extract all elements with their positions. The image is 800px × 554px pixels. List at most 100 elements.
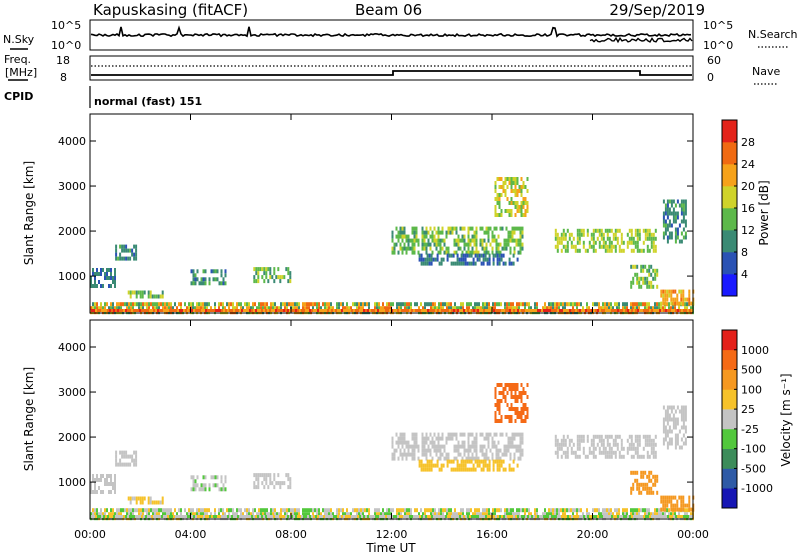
heatmap-cell	[642, 446, 645, 451]
heatmap-cell	[405, 456, 408, 461]
heatmap-cell	[246, 302, 248, 307]
heatmap-cell	[445, 309, 447, 312]
heatmap-cell	[264, 512, 266, 517]
heatmap-cell	[514, 205, 517, 209]
heatmap-cell	[515, 432, 518, 437]
heatmap-cell	[290, 508, 292, 513]
heatmap-cell	[261, 309, 263, 312]
heatmap-cell	[662, 306, 664, 311]
heatmap-cell	[446, 253, 449, 258]
heatmap-cell	[519, 440, 522, 445]
heatmap-cell	[346, 516, 348, 521]
heatmap-cell	[471, 456, 474, 461]
heatmap-cell	[576, 228, 579, 233]
heatmap-cell	[579, 515, 581, 518]
heatmap-cell	[496, 177, 499, 181]
heatmap-cell	[600, 228, 603, 233]
heatmap-cell	[636, 244, 639, 249]
heatmap-cell	[253, 515, 255, 518]
heatmap-cell	[465, 448, 468, 453]
heatmap-cell	[258, 306, 260, 311]
heatmap-cell	[475, 234, 478, 239]
heatmap-cell	[131, 309, 133, 312]
heatmap-cell	[397, 444, 400, 449]
heatmap-cell	[684, 235, 687, 240]
heatmap-cell	[281, 275, 284, 280]
heatmap-cell	[626, 306, 628, 311]
heatmap-cell	[311, 515, 313, 518]
heatmap-cell	[504, 395, 507, 399]
heatmap-cell	[424, 261, 427, 266]
heatmap-cell	[486, 516, 488, 521]
heatmap-cell	[493, 432, 496, 437]
heatmap-cell	[634, 438, 637, 443]
heatmap-cell	[294, 310, 296, 315]
heatmap-cell	[682, 495, 685, 500]
heatmap-cell	[430, 302, 432, 307]
heatmap-cell	[498, 253, 501, 258]
heatmap-cell	[580, 438, 583, 443]
heatmap-cell	[445, 250, 448, 255]
heatmap-cell	[409, 515, 411, 518]
heatmap-cell	[210, 475, 213, 480]
heatmap-cell	[690, 306, 692, 311]
heatmap-cell	[211, 515, 213, 518]
heatmap-cell	[498, 193, 501, 197]
heatmap-cell	[188, 302, 190, 307]
heatmap-cell	[589, 309, 591, 312]
heatmap-cell	[676, 421, 679, 426]
heatmap-cell	[522, 508, 524, 513]
heatmap-cell	[670, 297, 673, 302]
heatmap-cell	[630, 284, 633, 289]
heatmap-cell	[305, 309, 307, 312]
heatmap-cell	[164, 516, 166, 521]
heatmap-cell	[581, 309, 583, 312]
heatmap-cell	[630, 228, 633, 233]
heatmap-cell	[616, 310, 618, 315]
heatmap-cell	[690, 507, 693, 512]
heatmap-cell	[175, 515, 177, 518]
heatmap-cell	[424, 467, 427, 472]
heatmap-cell	[118, 516, 120, 521]
heatmap-cell	[421, 309, 423, 312]
heatmap-cell	[295, 309, 297, 312]
heatmap-cell	[156, 508, 158, 513]
heatmap-cell	[513, 238, 516, 243]
heatmap-cell	[570, 302, 572, 307]
heatmap-cell	[126, 512, 128, 517]
heatmap-cell	[115, 515, 117, 518]
heatmap-cell	[304, 310, 306, 315]
heatmap-cell	[407, 440, 410, 445]
heatmap-cell	[560, 446, 563, 451]
heatmap-cell	[448, 516, 450, 521]
heatmap-cell	[526, 209, 529, 213]
heatmap-cell	[510, 177, 513, 181]
heatmap-cell	[684, 508, 686, 513]
heatmap-cell	[547, 515, 549, 518]
heatmap-cell	[267, 473, 270, 478]
heatmap-cell	[132, 516, 134, 521]
heatmap-cell	[455, 448, 458, 453]
heatmap-cell	[263, 279, 266, 284]
heatmap-cell	[236, 302, 238, 307]
heatmap-cell	[361, 309, 363, 312]
heatmap-cell	[289, 481, 292, 486]
heatmap-cell	[139, 515, 141, 518]
heatmap-cell	[554, 438, 557, 443]
heatmap-cell	[468, 261, 471, 266]
heatmap-cell	[96, 310, 98, 315]
heatmap-cell	[552, 508, 554, 513]
heatmap-cell	[447, 432, 450, 437]
heatmap-cell	[452, 306, 454, 311]
heatmap-cell	[453, 250, 456, 255]
heatmap-cell	[648, 508, 650, 513]
heatmap-cell	[594, 446, 597, 451]
heatmap-cell	[638, 512, 640, 517]
heatmap-cell	[428, 257, 431, 262]
heatmap-cell	[549, 309, 551, 312]
heatmap-cell	[448, 306, 450, 311]
heatmap-cell	[676, 433, 679, 438]
heatmap-cell	[291, 515, 293, 518]
heatmap-cell	[319, 515, 321, 518]
heatmap-cell	[186, 306, 188, 311]
